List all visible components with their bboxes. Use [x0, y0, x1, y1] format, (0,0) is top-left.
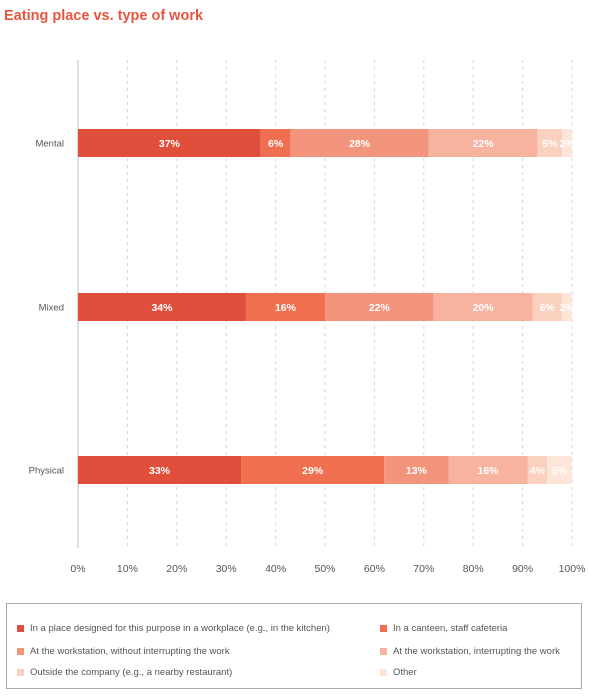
bar-segment	[260, 129, 291, 157]
legend-swatch	[17, 648, 24, 655]
data-label: 2%	[559, 302, 575, 314]
data-label: 6%	[268, 138, 284, 150]
category-label: Mental	[35, 139, 64, 150]
legend-item: Outside the company (e.g., a nearby rest…	[17, 667, 232, 678]
x-tick-label: 60%	[364, 563, 385, 575]
data-label: 6%	[540, 302, 556, 314]
data-label: 28%	[349, 138, 371, 150]
legend-item: At the workstation, interrupting the wor…	[380, 646, 560, 657]
data-label: 5%	[552, 465, 568, 477]
data-label: 16%	[275, 302, 297, 314]
legend-item: In a canteen, staff cafeteria	[380, 623, 507, 634]
bar-segment	[245, 293, 325, 321]
x-tick-label: 20%	[166, 563, 187, 575]
data-label: 13%	[406, 465, 428, 477]
bar-segment	[428, 129, 538, 157]
data-label: 4%	[530, 465, 546, 477]
legend-swatch	[380, 625, 387, 632]
bar-segment	[433, 293, 533, 321]
bar-segment	[537, 129, 563, 157]
bar-segment	[448, 456, 528, 484]
bar-segment	[78, 456, 242, 484]
legend-swatch	[380, 669, 387, 676]
bar-segment	[78, 293, 246, 321]
data-label: 16%	[478, 465, 500, 477]
bar-segment	[325, 293, 434, 321]
legend-label: Outside the company (e.g., a nearby rest…	[30, 667, 233, 678]
chart-legend: In a place designed for this purpose in …	[6, 603, 582, 689]
stacked-bar-chart: 0% 10% 20% 30% 40% 50% 60% 70% 80% 90% 100% Mental 3…	[29, 60, 586, 575]
bar-segment	[562, 293, 572, 321]
bar-segment	[532, 293, 563, 321]
data-label: 2%	[559, 138, 575, 150]
x-tick-label: 50%	[314, 563, 335, 575]
x-tick-label: 70%	[413, 563, 434, 575]
x-tick-label: 10%	[117, 563, 138, 575]
x-tick-label: 100%	[559, 563, 586, 575]
bar-segment	[241, 456, 385, 484]
bar-segment	[527, 456, 548, 484]
bar-segment	[562, 129, 572, 157]
legend-item: In a place designed for this purpose in …	[17, 623, 330, 634]
bar-segment	[78, 129, 261, 157]
data-label: 29%	[302, 465, 324, 477]
bar-segment	[547, 456, 572, 484]
legend-label: At the workstation, without interrupting…	[30, 646, 230, 657]
legend-swatch	[380, 648, 387, 655]
data-label: 5%	[542, 138, 558, 150]
data-label: 20%	[473, 302, 495, 314]
category-label: Physical	[29, 466, 64, 477]
data-label: 37%	[159, 138, 181, 150]
bar-segment	[384, 456, 449, 484]
legend-label: Other	[393, 667, 417, 678]
data-label: 33%	[149, 465, 171, 477]
legend-item: Other	[380, 667, 417, 678]
data-label: 34%	[151, 302, 173, 314]
category-label: Mixed	[39, 303, 64, 314]
legend-swatch	[17, 625, 24, 632]
x-tick-label: 90%	[512, 563, 533, 575]
x-tick-label: 40%	[265, 563, 286, 575]
data-label: 22%	[473, 138, 495, 150]
legend-label: In a canteen, staff cafeteria	[393, 623, 508, 634]
chart-title: Eating place vs. type of work	[4, 8, 204, 24]
data-label: 22%	[369, 302, 391, 314]
x-tick-label: 80%	[463, 563, 484, 575]
legend-label: In a place designed for this purpose in …	[30, 623, 330, 634]
x-tick-label: 0%	[70, 563, 85, 575]
x-tick-label: 30%	[216, 563, 237, 575]
legend-item: At the workstation, without interrupting…	[17, 646, 230, 657]
bar-segment	[290, 129, 429, 157]
legend-label: At the workstation, interrupting the wor…	[393, 646, 560, 657]
legend-swatch	[17, 669, 24, 676]
